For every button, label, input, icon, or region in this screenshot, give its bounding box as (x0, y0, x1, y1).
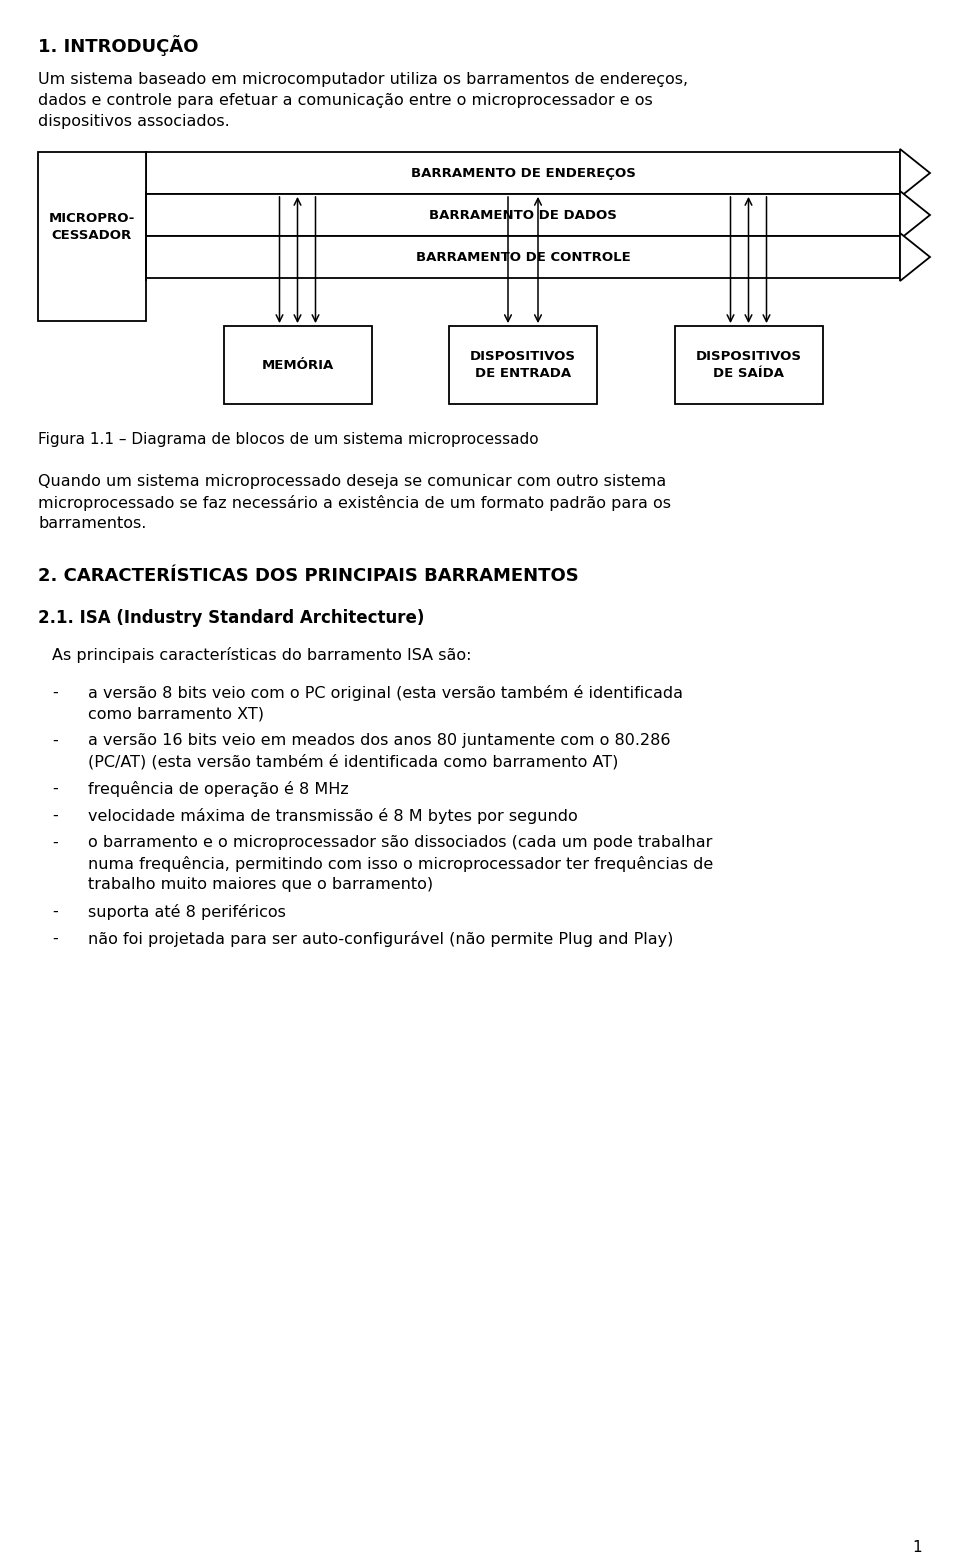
Bar (146, 236, 900, 278)
Text: suporta até 8 periféricos: suporta até 8 periféricos (88, 904, 286, 919)
Bar (449, 326, 597, 404)
Text: Um sistema baseado em microcomputador utiliza os barramentos de endereços,: Um sistema baseado em microcomputador ut… (38, 72, 688, 87)
Text: As principais características do barramento ISA são:: As principais características do barrame… (52, 646, 471, 663)
Text: a versão 16 bits veio em meados dos anos 80 juntamente com o 80.286: a versão 16 bits veio em meados dos anos… (88, 734, 670, 748)
Text: MICROPRO-
CESSADOR: MICROPRO- CESSADOR (49, 211, 135, 242)
Text: BARRAMENTO DE DADOS: BARRAMENTO DE DADOS (429, 209, 617, 222)
Text: -: - (52, 835, 58, 851)
Text: 2.1. ISA (Industry Standard Architecture): 2.1. ISA (Industry Standard Architecture… (38, 609, 424, 628)
Bar (38, 151, 146, 322)
Text: microprocessado se faz necessário a existência de um formato padrão para os: microprocessado se faz necessário a exis… (38, 495, 671, 510)
Text: como barramento XT): como barramento XT) (88, 706, 264, 721)
Polygon shape (900, 148, 930, 197)
Text: 2. CARACTERÍSTICAS DOS PRINCIPAIS BARRAMENTOS: 2. CARACTERÍSTICAS DOS PRINCIPAIS BARRAM… (38, 567, 579, 585)
Text: velocidade máxima de transmissão é 8 M bytes por segundo: velocidade máxima de transmissão é 8 M b… (88, 809, 578, 824)
Text: 1. INTRODUÇÃO: 1. INTRODUÇÃO (38, 34, 199, 56)
Text: -: - (52, 904, 58, 919)
Bar (675, 326, 823, 404)
Text: MEMÓRIA: MEMÓRIA (261, 359, 334, 372)
Text: trabalho muito maiores que o barramento): trabalho muito maiores que o barramento) (88, 877, 433, 891)
Text: (PC/AT) (esta versão também é identificada como barramento AT): (PC/AT) (esta versão também é identifica… (88, 754, 618, 770)
Text: o barramento e o microprocessador são dissociados (cada um pode trabalhar: o barramento e o microprocessador são di… (88, 835, 712, 851)
Text: -: - (52, 734, 58, 748)
Text: não foi projetada para ser auto-configurável (não permite Plug and Play): não foi projetada para ser auto-configur… (88, 930, 673, 948)
Text: 1: 1 (912, 1541, 922, 1555)
Text: -: - (52, 809, 58, 823)
Text: DISPOSITIVOS
DE SAÍDA: DISPOSITIVOS DE SAÍDA (695, 350, 802, 379)
Text: Quando um sistema microprocessado deseja se comunicar com outro sistema: Quando um sistema microprocessado deseja… (38, 475, 666, 489)
Bar (146, 151, 900, 194)
Text: BARRAMENTO DE ENDEREÇOS: BARRAMENTO DE ENDEREÇOS (411, 167, 636, 180)
Polygon shape (900, 233, 930, 281)
Text: dispositivos associados.: dispositivos associados. (38, 114, 229, 130)
Text: dados e controle para efetuar a comunicação entre o microprocessador e os: dados e controle para efetuar a comunica… (38, 94, 653, 108)
Text: a versão 8 bits veio com o PC original (esta versão também é identificada: a versão 8 bits veio com o PC original (… (88, 685, 683, 701)
Polygon shape (900, 190, 930, 239)
Text: frequência de operação é 8 MHz: frequência de operação é 8 MHz (88, 780, 348, 798)
Text: -: - (52, 930, 58, 946)
Text: -: - (52, 685, 58, 699)
Text: Figura 1.1 – Diagrama de blocos de um sistema microprocessado: Figura 1.1 – Diagrama de blocos de um si… (38, 432, 539, 446)
Text: BARRAMENTO DE CONTROLE: BARRAMENTO DE CONTROLE (416, 250, 631, 264)
Text: numa frequência, permitindo com isso o microprocessador ter frequências de: numa frequência, permitindo com isso o m… (88, 855, 713, 873)
Bar (224, 326, 372, 404)
Text: barramentos.: barramentos. (38, 517, 146, 531)
Text: -: - (52, 780, 58, 796)
Bar (146, 194, 900, 236)
Text: DISPOSITIVOS
DE ENTRADA: DISPOSITIVOS DE ENTRADA (470, 350, 576, 379)
